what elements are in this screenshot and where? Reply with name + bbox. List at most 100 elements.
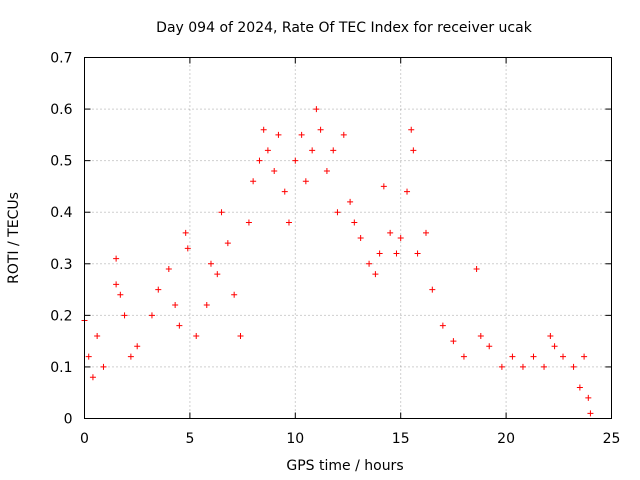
data-point — [509, 353, 516, 360]
data-point — [587, 410, 594, 417]
data-point — [498, 363, 505, 370]
data-point — [100, 363, 107, 370]
data-point — [256, 157, 263, 164]
data-point — [477, 332, 484, 339]
data-point — [285, 219, 292, 226]
data-point — [148, 312, 155, 319]
data-point — [207, 260, 214, 267]
data-point — [193, 332, 200, 339]
data-point — [94, 332, 101, 339]
data-point — [585, 394, 592, 401]
y-tick-label: 0.3 — [50, 257, 72, 273]
data-point — [376, 250, 383, 257]
data-point — [85, 353, 92, 360]
data-point — [397, 235, 404, 241]
data-point — [281, 188, 288, 195]
data-point — [184, 245, 191, 252]
data-point — [330, 147, 337, 154]
data-point — [450, 338, 457, 345]
data-points — [81, 106, 594, 417]
y-tick-label: 0.2 — [50, 308, 72, 324]
data-point — [264, 147, 271, 154]
data-point — [404, 188, 411, 195]
y-tick-label: 0.6 — [50, 102, 72, 118]
data-point — [439, 322, 446, 329]
data-point — [323, 167, 330, 174]
data-point — [570, 363, 577, 370]
data-point — [134, 343, 141, 350]
x-tick-label: 15 — [392, 431, 410, 447]
data-point — [302, 178, 309, 185]
data-point — [581, 353, 588, 360]
y-tick-label: 0.7 — [50, 51, 72, 67]
data-point — [380, 183, 387, 190]
data-point — [218, 209, 225, 216]
data-point — [172, 302, 179, 309]
data-point — [366, 260, 373, 267]
data-point — [340, 131, 347, 138]
data-point — [176, 322, 183, 329]
x-tick-label: 20 — [497, 431, 515, 447]
data-point — [473, 265, 480, 272]
y-axis-title: ROTI / TECUs — [6, 192, 22, 284]
data-point — [410, 147, 417, 154]
data-point — [113, 255, 120, 262]
y-tick-label: 0.5 — [50, 154, 72, 170]
data-point — [313, 106, 320, 113]
chart-title: Day 094 of 2024, Rate Of TEC Index for r… — [156, 20, 533, 36]
x-tick-label: 10 — [286, 431, 304, 447]
data-point — [121, 312, 128, 319]
data-point — [576, 384, 583, 391]
axis-ticks — [84, 57, 612, 419]
data-point — [519, 363, 526, 370]
data-point — [530, 353, 537, 360]
y-axis-tick-labels: 0 0.1 0.2 0.3 0.4 0.5 0.6 0.7 — [50, 51, 72, 428]
data-point — [547, 332, 554, 339]
x-axis-title: GPS time / hours — [286, 458, 403, 474]
data-point — [245, 219, 252, 226]
data-point — [408, 126, 415, 133]
data-point — [422, 229, 429, 236]
data-point — [351, 219, 358, 226]
data-point — [155, 286, 162, 293]
data-point — [298, 131, 305, 138]
data-point — [387, 229, 394, 236]
x-tick-label: 0 — [80, 431, 89, 447]
data-point — [275, 131, 282, 138]
plot-frame — [84, 57, 612, 419]
data-point — [224, 240, 231, 247]
data-point — [541, 363, 548, 370]
data-point — [372, 271, 379, 278]
data-point — [203, 302, 210, 309]
data-point — [182, 229, 189, 236]
data-point — [214, 271, 221, 278]
y-tick-label: 0.1 — [50, 360, 72, 376]
grid-lines — [84, 57, 612, 419]
data-point — [309, 147, 316, 154]
data-point — [117, 291, 124, 298]
data-point — [271, 167, 278, 174]
data-point — [89, 374, 96, 381]
data-point — [460, 353, 467, 360]
data-point — [414, 250, 421, 257]
y-tick-label: 0 — [64, 412, 73, 428]
data-point — [250, 178, 257, 185]
data-point — [317, 126, 324, 133]
data-point — [292, 157, 299, 164]
x-tick-label: 25 — [603, 431, 621, 447]
data-point — [357, 235, 364, 241]
data-point — [551, 343, 558, 350]
data-point — [334, 209, 341, 216]
x-tick-label: 5 — [185, 431, 194, 447]
data-point — [165, 265, 172, 272]
data-point — [113, 281, 120, 288]
data-point — [393, 250, 400, 257]
y-tick-label: 0.4 — [50, 205, 72, 221]
data-point — [231, 291, 238, 298]
x-axis-tick-labels: 0 5 10 15 20 25 — [80, 431, 620, 447]
data-point — [486, 343, 493, 350]
data-point — [429, 286, 436, 293]
data-point — [560, 353, 567, 360]
data-point — [347, 198, 354, 205]
